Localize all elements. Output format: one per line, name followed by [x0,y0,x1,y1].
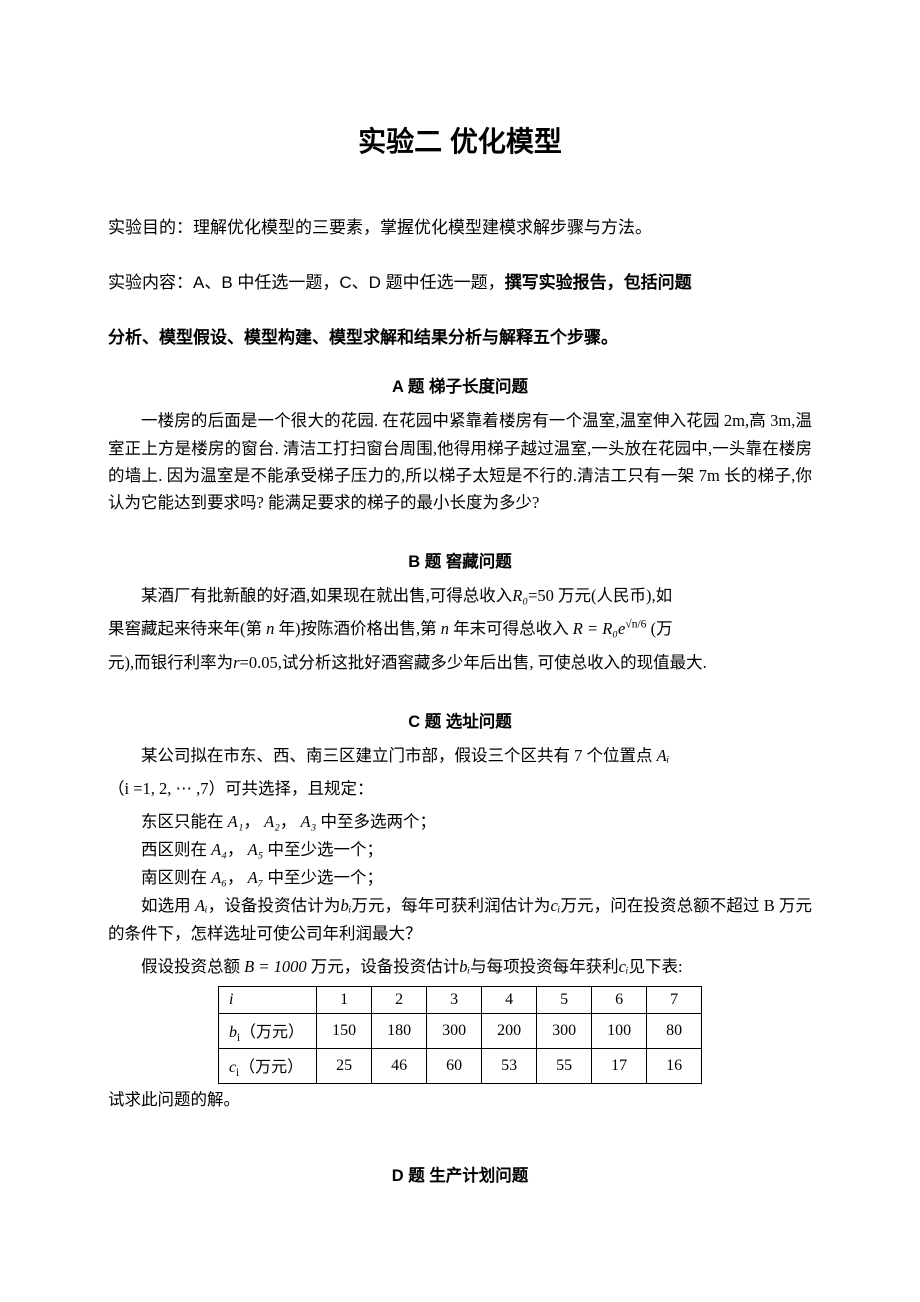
r3-a: 南区则在 [141,868,211,887]
sym-A4: A₄ [211,840,227,859]
table-row-b: bi（万元） 150 180 300 200 300 100 80 [218,1014,701,1049]
sym-A2: A₂ [264,812,280,831]
section-c-p1: 某公司拟在市东、西、南三区建立门市部，假设三个区共有 7 个位置点 Aᵢ [108,742,812,769]
c-2: 46 [372,1049,427,1084]
content-bold-2: 分析、模型假设、模型构建、模型求解和结果分析与解释五个步骤。 [108,328,618,347]
b-p1-b: =50 万元(人民币),如 [528,586,672,605]
c-5: 55 [537,1049,592,1084]
b-2: 180 [372,1014,427,1049]
sym-exp: √n/6 [625,619,646,631]
section-c-p2: （i =1, 2, ⋯ ,7）可共选择，且规定： [108,775,812,802]
purpose-label: 实验目的： [108,218,193,237]
sym-A5: A₅ [248,840,264,859]
sym-n-2: n [441,619,449,638]
page: 实验二 优化模型 实验目的：理解优化模型的三要素，掌握优化模型建模求解步骤与方法… [0,0,920,1302]
r2-a: 西区则在 [141,840,211,859]
c-7: 16 [647,1049,702,1084]
c-6: 17 [592,1049,647,1084]
r1-a: 东区只能在 [141,812,228,831]
section-b-p1: 某酒厂有批新酿的好酒,如果现在就出售,可得总收入R₀=50 万元(人民币),如 [108,582,812,609]
th-7: 7 [647,987,702,1014]
content-label: 实验内容： [108,273,193,292]
sym-ci-2: cᵢ [619,957,629,976]
intro-block: 实验目的：理解优化模型的三要素，掌握优化模型建模求解步骤与方法。 [108,208,812,247]
content-bold-1: 撰写实验报告，包括问题 [505,273,692,292]
sym-A1: A₁ [228,812,244,831]
th-i: i [229,991,233,1008]
sym-ci-1: cᵢ [550,896,560,915]
c-p4-c: 与每项投资每年获利 [470,957,619,976]
sym-A3: A₃ [301,812,317,831]
section-c-closing: 试求此问题的解。 [108,1086,812,1113]
c-p4-d: 见下表: [629,957,683,976]
b-p2-d: (万 [646,619,672,638]
th-3: 3 [427,987,482,1014]
data-table: i 1 2 3 4 5 6 7 bi（万元） 150 180 300 200 3… [218,986,702,1084]
sym-bi-1: bᵢ [340,896,351,915]
b-p1-a: 某酒厂有批新酿的好酒,如果现在就出售,可得总收入 [141,586,512,605]
c-p3-a: 如选用 [141,896,195,915]
sym-R0-1: R₀ [512,586,528,605]
table-row-header: i 1 2 3 4 5 6 7 [218,987,701,1014]
th-5: 5 [537,987,592,1014]
table-row-c: ci（万元） 25 46 60 53 55 17 16 [218,1049,701,1084]
b-7: 80 [647,1014,702,1049]
r1-b: 中至多选两个； [316,812,436,831]
th-2: 2 [372,987,427,1014]
b-1: 150 [317,1014,372,1049]
b-p2-c: 年末可得总收入 [449,619,573,638]
r2-b: 中至少选一个； [263,840,383,859]
rule-west: 西区则在 A₄， A₅ 中至少选一个； [108,836,812,864]
row-c-label: ci（万元） [218,1049,316,1084]
data-table-wrap: i 1 2 3 4 5 6 7 bi（万元） 150 180 300 200 3… [108,986,812,1084]
b-p2-a: 果窖藏起来待来年(第 [108,619,266,638]
c-p1-a: 某公司拟在市东、西、南三区建立门市部，假设三个区共有 7 个位置点 [141,746,657,765]
sym-Ai-1: Aᵢ [657,746,670,765]
th-6: 6 [592,987,647,1014]
section-b-title: B 题 窖藏问题 [108,548,812,572]
b-p2-b: 年)按陈酒价格出售,第 [274,619,440,638]
c-3: 60 [427,1049,482,1084]
sym-Rexpr: R = R₀e [573,619,626,638]
r3-b: 中至少选一个； [263,868,383,887]
document-title: 实验二 优化模型 [108,120,812,160]
intro-content-block-2: 分析、模型假设、模型构建、模型求解和结果分析与解释五个步骤。 [108,318,812,357]
purpose-text: 理解优化模型的三要素，掌握优化模型建模求解步骤与方法。 [193,218,652,237]
c-p4-a: 假设投资总额 [141,957,244,976]
b-3: 300 [427,1014,482,1049]
sym-A7: A₇ [248,868,264,887]
rule-east: 东区只能在 A₁， A₂， A₃ 中至多选两个； [108,808,812,836]
th-4: 4 [482,987,537,1014]
section-b-p3: 元),而银行利率为r=0.05,试分析这批好酒窖藏多少年后出售, 可使总收入的现… [108,649,812,676]
c-p4-b: 万元，设备投资估计 [307,957,460,976]
b-6: 100 [592,1014,647,1049]
sym-bi-2: bᵢ [459,957,470,976]
section-b-p2: 果窖藏起来待来年(第 n 年)按陈酒价格出售,第 n 年末可得总收入 R = R… [108,615,812,642]
c-1: 25 [317,1049,372,1084]
b-p3-b: =0.05,试分析这批好酒窖藏多少年后出售, 可使总收入的现值最大. [240,653,707,672]
section-a-title: A 题 梯子长度问题 [108,373,812,397]
th-1: 1 [317,987,372,1014]
c-p3-c: 万元，每年可获利润估计为 [351,896,550,915]
intro-content-block: 实验内容：A、B 中任选一题，C、D 题中任选一题，撰写实验报告，包括问题 [108,263,812,302]
sym-B1000: B = 1000 [244,957,306,976]
sym-Ai-2: Aᵢ [195,896,208,915]
content-text-1: A、B 中任选一题，C、D 题中任选一题， [193,273,505,292]
c-p3-b: ，设备投资估计为 [208,896,341,915]
sym-A6: A₆ [211,868,227,887]
section-c-p3: 如选用 Aᵢ，设备投资估计为bᵢ万元，每年可获利润估计为cᵢ万元，问在投资总额不… [108,892,812,946]
b-5: 300 [537,1014,592,1049]
b-p3-a: 元),而银行利率为 [108,653,233,672]
section-c-p4: 假设投资总额 B = 1000 万元，设备投资估计bᵢ与每项投资每年获利cᵢ见下… [108,953,812,980]
row-b-label: bi（万元） [218,1014,316,1049]
section-d-title: D 题 生产计划问题 [108,1162,812,1186]
b-4: 200 [482,1014,537,1049]
section-a-body: 一楼房的后面是一个很大的花园. 在花园中紧靠着楼房有一个温室,温室伸入花园 2m… [108,407,812,516]
rule-south: 南区则在 A₆， A₇ 中至少选一个； [108,864,812,892]
section-c-title: C 题 选址问题 [108,708,812,732]
c-4: 53 [482,1049,537,1084]
